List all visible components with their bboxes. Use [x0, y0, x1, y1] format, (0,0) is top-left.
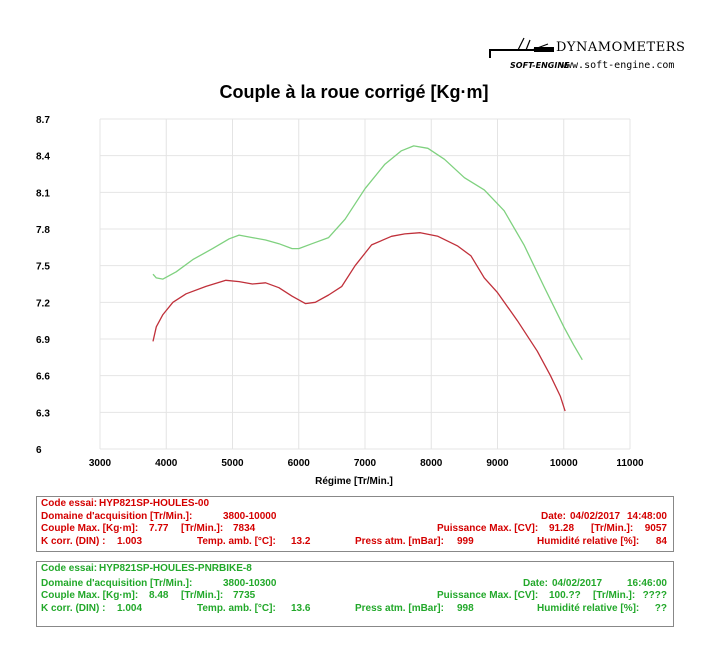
x-tick-label: 4000 [155, 458, 178, 469]
run-1-hum-label: Humidité relative [%]: [537, 535, 640, 547]
x-tick-label: 6000 [288, 458, 311, 469]
run-1-press: 999 [457, 535, 474, 547]
run-2-time: 16:46:00 [626, 577, 667, 589]
run-info-2: Code essai: HYP821SP-HOULES-PNRBIKE-8 Do… [36, 561, 674, 627]
run-2-hum: ?? [654, 602, 667, 614]
y-tick-label: 8.4 [36, 152, 50, 163]
run-1-domain: 3800-10000 [223, 510, 277, 522]
run-2-row-domain: Domaine d'acquisition [Tr/Min.]: 3800-10… [37, 578, 673, 591]
chart-title: Couple à la roue corrigé [Kg·m] [219, 82, 488, 102]
run-2-row-conditions: K corr. (DIN) : 1.004 Temp. amb. [°C]: 1… [37, 603, 673, 616]
run-2-row-torque: Couple Max. [Kg·m]: 8.48 [Tr/Min.]: 7735… [37, 590, 673, 603]
run-1-row-domain: Domaine d'acquisition [Tr/Min.]: 3800-10… [37, 511, 673, 524]
run-1-kcorr-label: K corr. (DIN) : [41, 535, 106, 547]
y-tick-label: 6.3 [36, 408, 50, 419]
x-tick-label: 8000 [420, 458, 443, 469]
run-1-code-label: Code essai: [41, 498, 98, 509]
y-tick-label: 6.6 [36, 372, 50, 383]
series-line-1 [152, 232, 566, 412]
run-1-time: 14:48:00 [626, 510, 667, 522]
run-1-torque: 7.77 [149, 523, 169, 534]
run-1-power-label: Puissance Max. [CV]: [437, 523, 539, 534]
y-tick-label: 6 [36, 445, 42, 456]
x-tick-label: 5000 [221, 458, 244, 469]
chart-axes: 6 6.3 6.6 6.9 7.2 7.5 7.8 8.1 8.4 8.7 3000 4000 5000… [36, 115, 644, 469]
run-1-power-rpm: 9057 [644, 523, 667, 534]
run-2-torque: 8.48 [149, 590, 169, 601]
run-2-press: 998 [457, 602, 474, 614]
run-1-hum: 84 [655, 535, 667, 547]
run-1-torque-label: Couple Max. [Kg·m]: [41, 523, 139, 534]
y-tick-label: 8.7 [36, 115, 50, 126]
run-1-kcorr: 1.003 [117, 535, 143, 547]
run-2-power-rpm: ???? [642, 590, 667, 601]
run-1-temp-label: Temp. amb. [°C]: [197, 535, 276, 547]
y-tick-label: 7.2 [36, 298, 50, 309]
run-1-temp: 13.2 [291, 535, 311, 547]
run-2-domain-label: Domaine d'acquisition [Tr/Min.]: [41, 577, 193, 589]
x-tick-label: 3000 [89, 458, 112, 469]
y-tick-label: 7.5 [36, 262, 50, 273]
run-1-power-rpm-label: [Tr/Min.]: [591, 523, 634, 534]
x-tick-label: 11000 [616, 458, 644, 469]
y-tick-label: 8.1 [36, 188, 50, 199]
logo-maker-text: SOFT-ENGINE [510, 61, 570, 70]
run-2-domain: 3800-10300 [223, 577, 277, 589]
run-1-torque-rpm: 7834 [233, 523, 256, 534]
dyno-logo-icon [489, 37, 554, 58]
run-2-code: HYP821SP-HOULES-PNRBIKE-8 [99, 563, 252, 574]
series-line-2 [152, 145, 583, 361]
run-2-code-label: Code essai: [41, 563, 98, 574]
brand-logo: DYNAMOMETERS SOFT-ENGINE www.soft-engine… [488, 36, 698, 80]
run-2-date-label: Date: [523, 577, 549, 589]
run-2-kcorr: 1.004 [117, 602, 143, 614]
y-tick-label: 7.8 [36, 225, 50, 236]
torque-chart: Couple à la roue corrigé [Kg·m] 66.36.66… [36, 82, 644, 487]
run-2-date: 04/02/2017 [552, 577, 603, 589]
run-1-torque-rpm-label: [Tr/Min.]: [181, 523, 224, 534]
run-1-press-label: Press atm. [mBar]: [355, 535, 444, 547]
run-2-temp: 13.6 [291, 602, 311, 614]
run-2-torque-rpm-label: [Tr/Min.]: [181, 590, 224, 601]
run-2-press-label: Press atm. [mBar]: [355, 602, 444, 614]
run-info-1: Code essai: HYP821SP-HOULES-00 Domaine d… [36, 496, 674, 552]
run-2-kcorr-label: K corr. (DIN) : [41, 602, 106, 614]
run-1-date-label: Date: [541, 510, 567, 522]
logo-url-text: www.soft-engine.com [560, 60, 675, 71]
x-tick-label: 9000 [486, 458, 509, 469]
run-2-power-rpm-label: [Tr/Min.]: [593, 590, 636, 601]
run-2-torque-rpm: 7735 [233, 590, 256, 601]
y-tick-label: 6.9 [36, 335, 50, 346]
run-1-power: 91.28 [549, 523, 575, 534]
logo-brand-text: DYNAMOMETERS [556, 40, 686, 55]
run-2-torque-label: Couple Max. [Kg·m]: [41, 590, 139, 601]
run-1-code: HYP821SP-HOULES-00 [99, 498, 210, 509]
run-2-row-code: Code essai: HYP821SP-HOULES-PNRBIKE-8 [37, 563, 673, 576]
chart-series [152, 145, 583, 412]
x-tick-label: 7000 [354, 458, 377, 469]
chart-grid [99, 118, 631, 450]
x-tick-label: 10000 [550, 458, 578, 469]
run-1-domain-label: Domaine d'acquisition [Tr/Min.]: [41, 510, 193, 522]
run-1-row-conditions: K corr. (DIN) : 1.003 Temp. amb. [°C]: 1… [37, 536, 673, 549]
run-1-row-torque: Couple Max. [Kg·m]: 7.77 [Tr/Min.]: 7834… [37, 523, 673, 536]
run-2-power: 100.?? [549, 590, 581, 601]
run-2-power-label: Puissance Max. [CV]: [437, 590, 539, 601]
run-2-hum-label: Humidité relative [%]: [537, 602, 640, 614]
run-2-temp-label: Temp. amb. [°C]: [197, 602, 276, 614]
run-1-row-code: Code essai: HYP821SP-HOULES-00 [37, 498, 673, 511]
x-axis-label: Régime [Tr/Min.] [315, 476, 393, 487]
run-1-date: 04/02/2017 [570, 510, 621, 522]
